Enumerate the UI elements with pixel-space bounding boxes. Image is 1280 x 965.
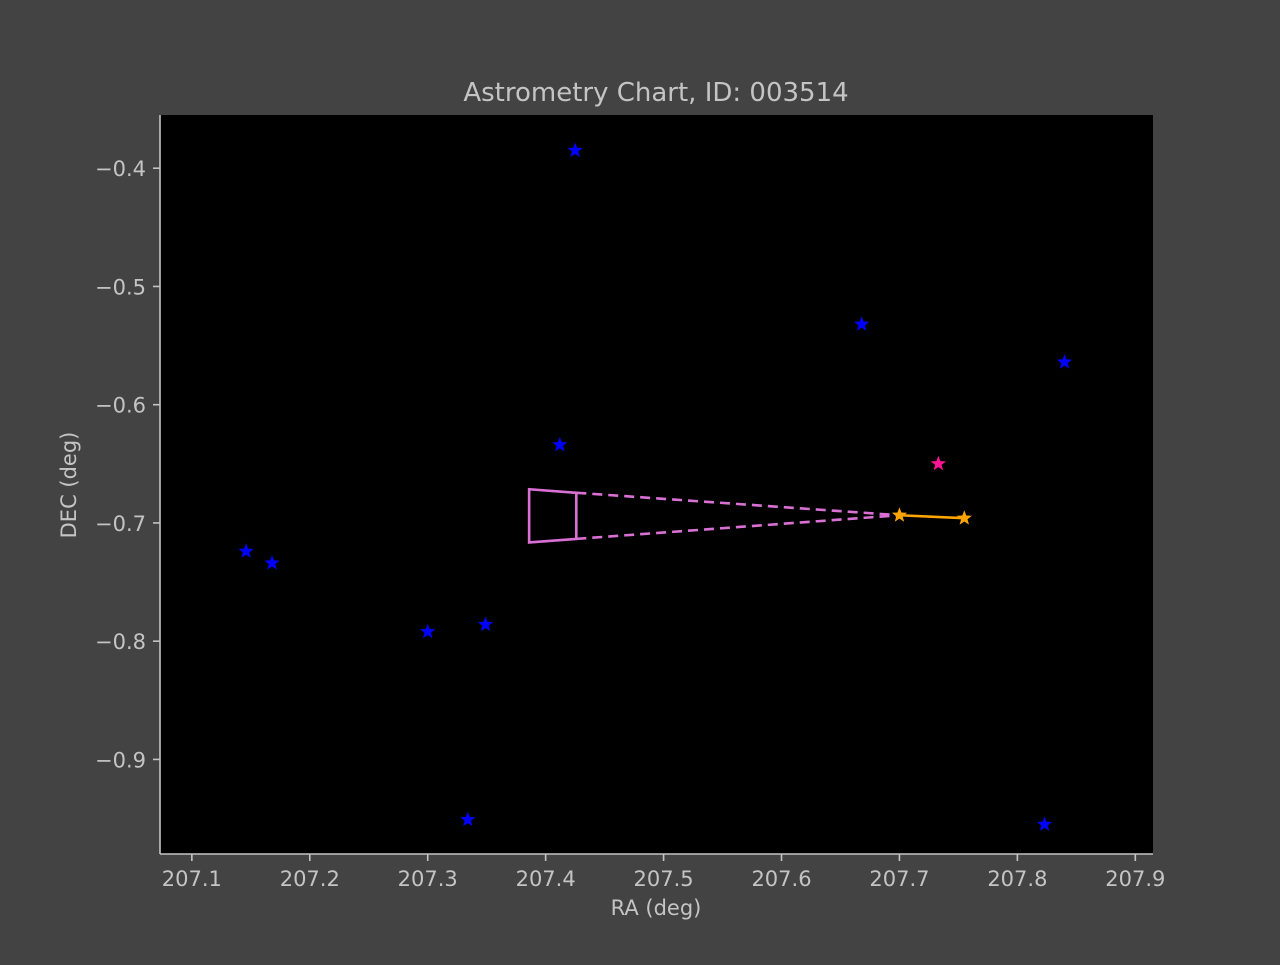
plot-area	[160, 115, 1153, 854]
cone-box	[527, 487, 578, 544]
x-tick-label: 207.5	[634, 867, 694, 891]
x-tick-label: 207.1	[162, 867, 222, 891]
chart-title: Astrometry Chart, ID: 003514	[463, 78, 848, 108]
reference-star-6	[264, 555, 280, 570]
y-tick-label: −0.5	[95, 275, 146, 299]
x-tick-label: 207.2	[280, 867, 340, 891]
reference-star-5	[238, 543, 254, 558]
x-axis-label: RA (deg)	[611, 896, 702, 920]
track-point-2	[956, 510, 972, 525]
y-tick-label: −0.4	[95, 157, 146, 181]
reference-star-4	[552, 436, 568, 452]
track-point-1	[891, 507, 908, 522]
y-tick-label: −0.6	[95, 394, 146, 418]
reference-star-7	[477, 616, 494, 632]
reference-star-8	[420, 623, 436, 639]
x-tick-label: 207.3	[398, 867, 458, 891]
x-tick-label: 207.7	[869, 867, 929, 891]
y-tick-label: −0.7	[95, 512, 146, 536]
y-axis-ticks: −0.4 −0.5 −0.6 −0.7 −0.8 −0.9	[95, 157, 160, 772]
reference-star-9	[460, 811, 476, 827]
y-tick-label: −0.8	[95, 630, 146, 654]
y-axis-label: DEC (deg)	[57, 432, 81, 539]
y-tick-label: −0.9	[95, 748, 146, 772]
reference-star-2	[854, 316, 870, 331]
chart-marks	[238, 142, 1073, 831]
reference-star-1	[567, 142, 583, 157]
x-tick-label: 207.8	[987, 867, 1047, 891]
cone-lower-dashed-line	[576, 513, 900, 541]
reference-star-3	[1056, 354, 1073, 369]
x-tick-label: 207.6	[751, 867, 811, 891]
reference-star-10	[1036, 816, 1053, 831]
x-tick-label: 207.4	[516, 867, 576, 891]
track-line	[899, 513, 965, 520]
x-axis-ticks: 207.1 207.2 207.3 207.4 207.5 207.6 207.7 207.8…	[162, 854, 1165, 891]
cone-upper-dashed-line	[576, 491, 900, 517]
target-star	[930, 455, 946, 471]
x-tick-label: 207.9	[1105, 867, 1165, 891]
